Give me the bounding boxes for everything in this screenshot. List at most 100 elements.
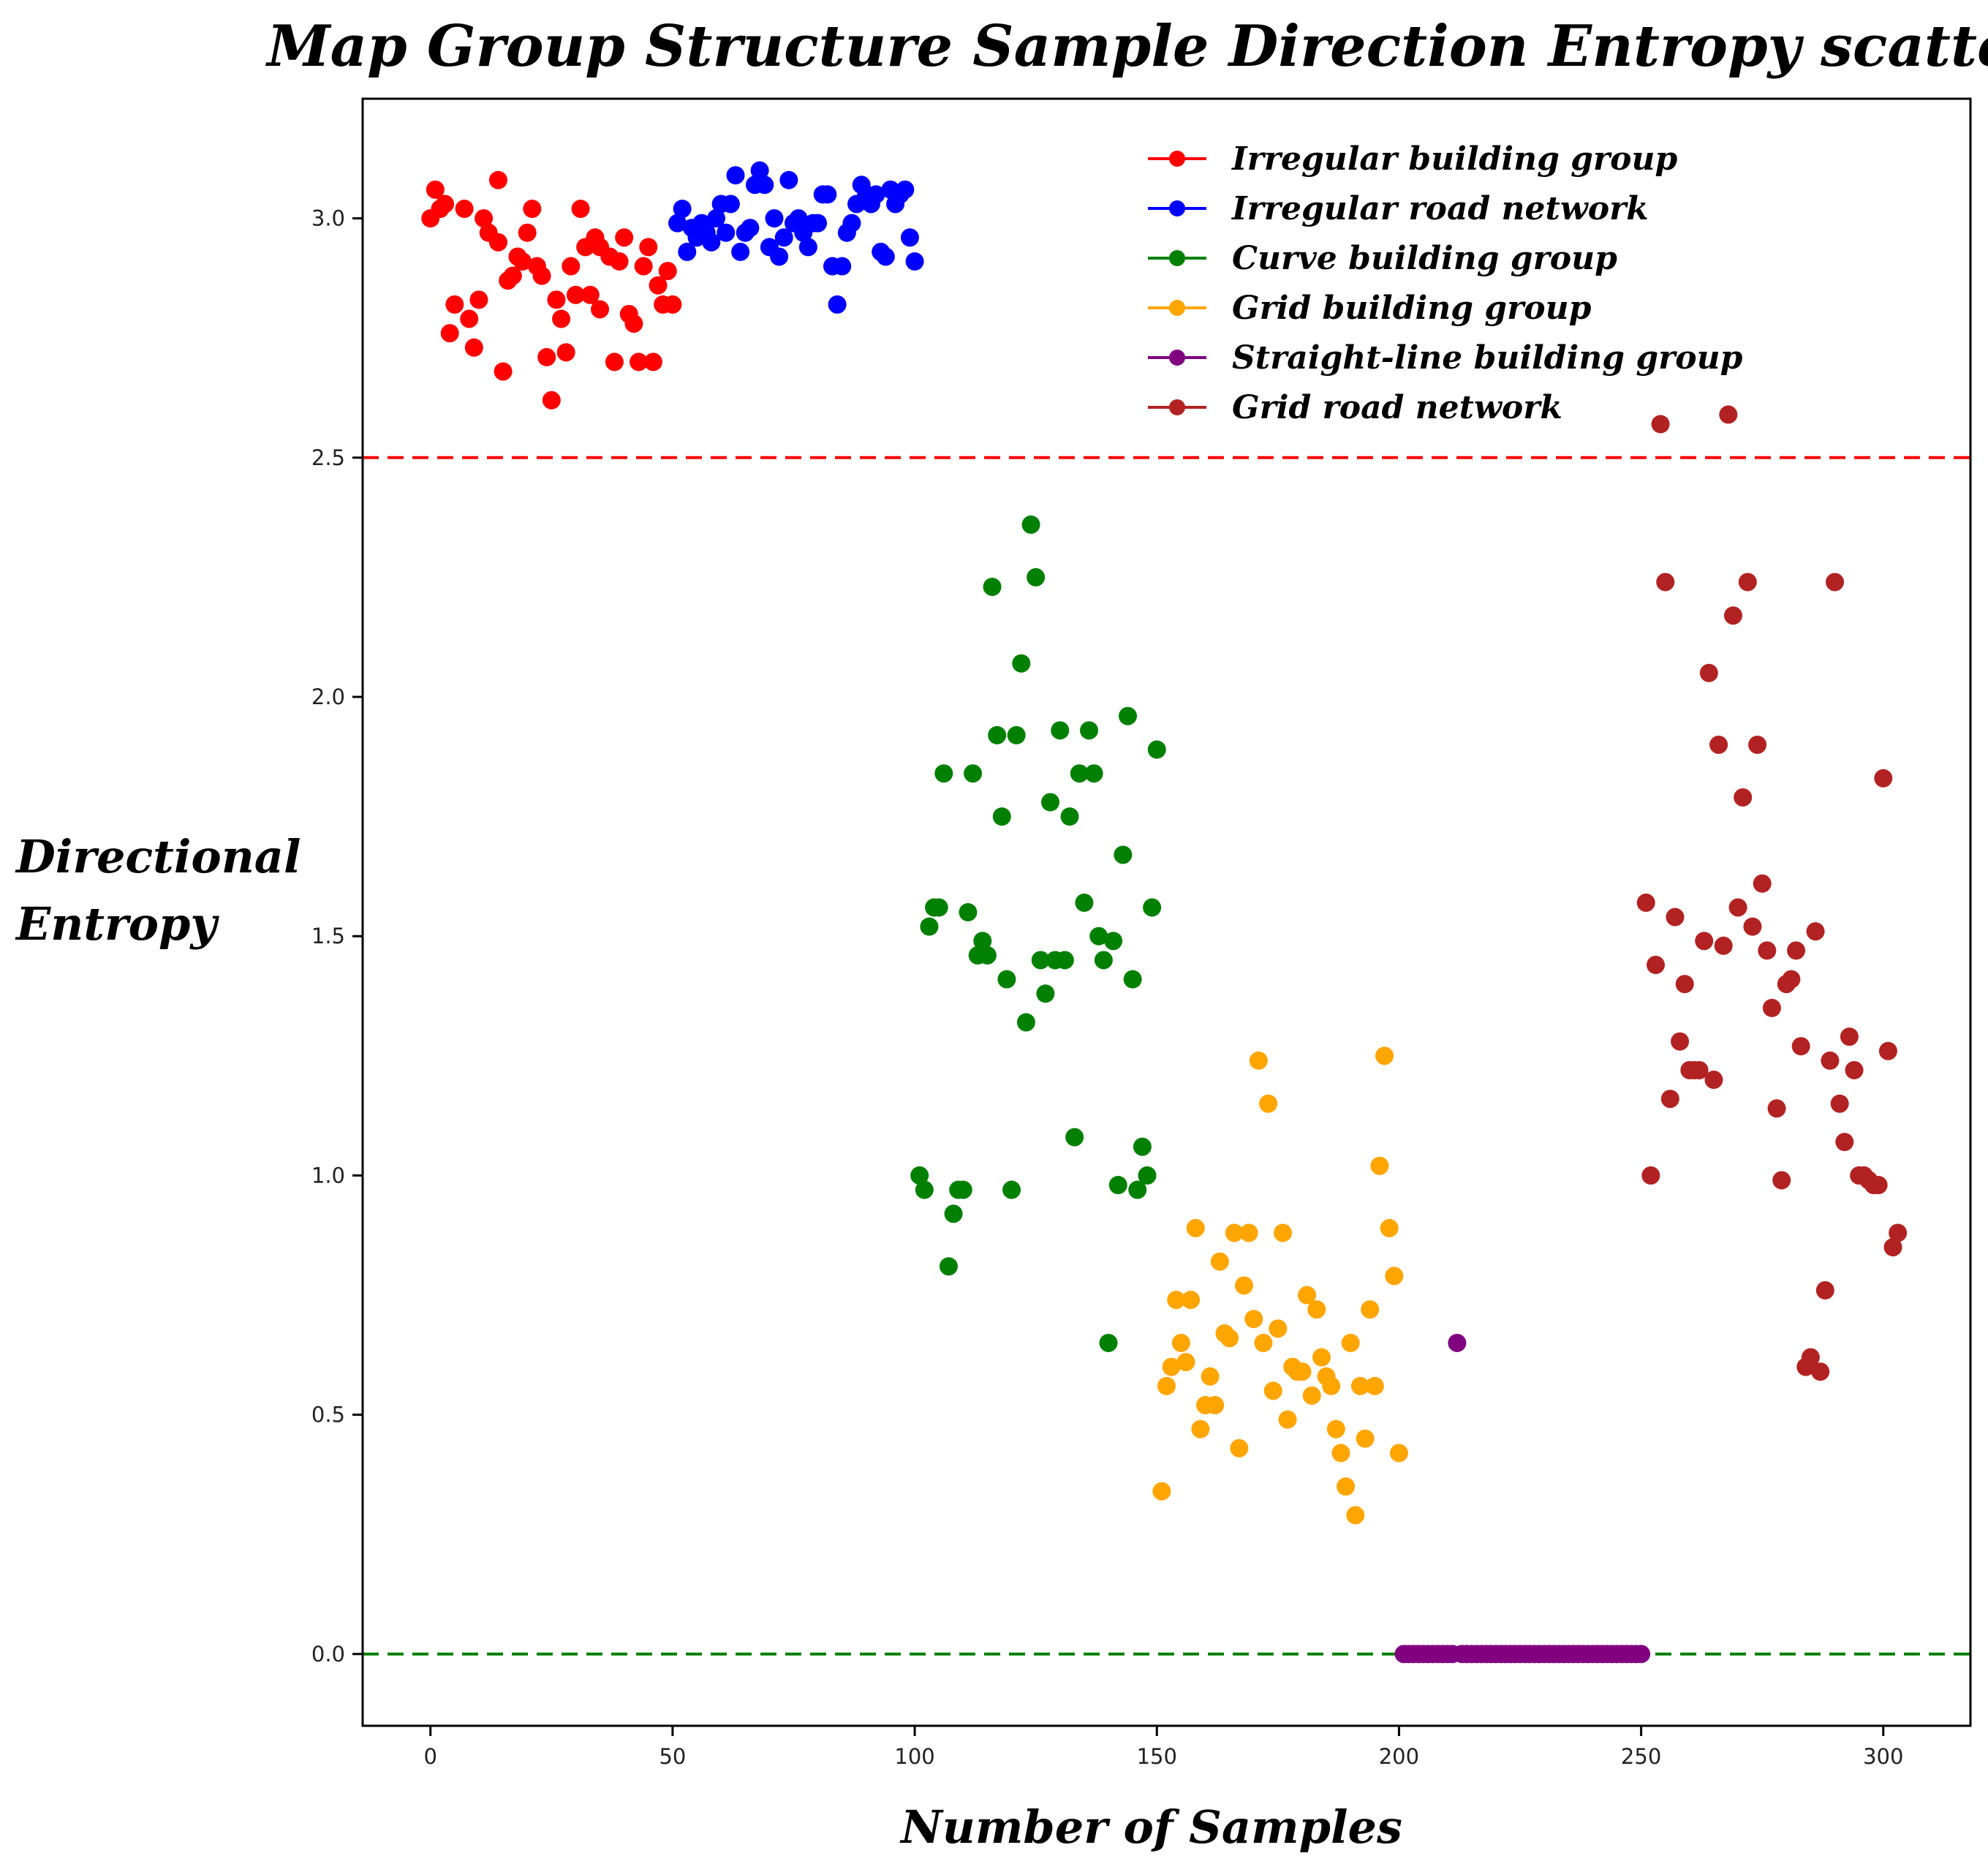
x-tick-label-0: 0 bbox=[424, 1744, 437, 1769]
data-point-s0-44 bbox=[639, 238, 658, 257]
data-point-s2-39 bbox=[1099, 1333, 1118, 1352]
data-point-s2-48 bbox=[1143, 898, 1162, 917]
data-point-s3-7 bbox=[1186, 1218, 1205, 1237]
data-point-s1-22 bbox=[774, 228, 793, 247]
data-point-s5-19 bbox=[1728, 898, 1747, 917]
data-point-s3-15 bbox=[1225, 1223, 1244, 1242]
data-point-s3-43 bbox=[1361, 1300, 1380, 1319]
data-point-s5-31 bbox=[1787, 941, 1806, 960]
data-point-s2-38 bbox=[1094, 951, 1113, 970]
data-point-s0-38 bbox=[610, 252, 629, 271]
data-point-s2-16 bbox=[988, 725, 1007, 744]
legend-label-5: Grid road network bbox=[1232, 389, 1562, 426]
data-point-s1-31 bbox=[818, 185, 837, 204]
y-tick-label-6: 3.0 bbox=[311, 206, 345, 231]
data-point-s3-30 bbox=[1298, 1286, 1317, 1305]
data-point-s0-49 bbox=[663, 295, 682, 314]
data-point-s5-20 bbox=[1734, 788, 1753, 807]
data-point-s0-22 bbox=[532, 266, 551, 285]
data-point-s5-22 bbox=[1743, 917, 1762, 936]
data-point-s3-38 bbox=[1337, 1477, 1356, 1496]
data-point-s1-27 bbox=[798, 238, 817, 257]
data-point-s5-3 bbox=[1651, 415, 1670, 434]
data-point-s5-48 bbox=[1869, 1176, 1888, 1195]
data-point-s2-26 bbox=[1036, 984, 1055, 1003]
data-point-s3-45 bbox=[1370, 1156, 1389, 1175]
data-point-s2-5 bbox=[934, 764, 953, 783]
data-point-s1-36 bbox=[842, 214, 861, 233]
data-point-s3-42 bbox=[1356, 1429, 1375, 1448]
y-tick-label-0: 0.0 bbox=[311, 1642, 345, 1667]
data-point-s2-45 bbox=[1128, 1180, 1147, 1199]
data-point-s0-26 bbox=[552, 309, 571, 328]
y-axis-label-line-1: Directional bbox=[15, 830, 301, 883]
data-point-s0-43 bbox=[634, 257, 653, 276]
data-point-s1-41 bbox=[866, 185, 885, 204]
data-point-s3-14 bbox=[1220, 1329, 1239, 1348]
data-point-s2-34 bbox=[1075, 893, 1094, 912]
data-point-s3-46 bbox=[1375, 1046, 1394, 1065]
data-point-s2-9 bbox=[953, 1180, 972, 1199]
data-point-s2-35 bbox=[1080, 721, 1099, 740]
data-point-s5-23 bbox=[1748, 735, 1767, 754]
data-point-s1-12 bbox=[726, 166, 745, 185]
data-point-s0-24 bbox=[542, 390, 561, 410]
legend-marker-1 bbox=[1169, 200, 1185, 216]
data-point-s2-30 bbox=[1055, 951, 1074, 970]
data-point-s0-23 bbox=[537, 347, 556, 366]
data-point-s2-33 bbox=[1070, 764, 1089, 783]
data-point-s3-47 bbox=[1380, 1218, 1399, 1237]
data-point-s2-42 bbox=[1114, 845, 1133, 864]
x-axis-label: Number of Samples bbox=[899, 1800, 1402, 1854]
data-point-s1-10 bbox=[717, 223, 736, 242]
data-point-s5-50 bbox=[1878, 1041, 1897, 1060]
data-point-s0-30 bbox=[571, 200, 590, 219]
x-tick-label-5: 250 bbox=[1621, 1744, 1661, 1769]
data-point-s2-47 bbox=[1138, 1166, 1157, 1185]
y-tick-label-2: 1.0 bbox=[311, 1163, 345, 1188]
data-point-s3-18 bbox=[1239, 1223, 1258, 1242]
data-point-s5-12 bbox=[1695, 932, 1714, 951]
data-point-s2-36 bbox=[1084, 764, 1103, 783]
data-point-s2-0 bbox=[910, 1166, 929, 1185]
data-point-s5-38 bbox=[1821, 1051, 1840, 1070]
data-point-s3-31 bbox=[1302, 1386, 1321, 1405]
data-point-s3-17 bbox=[1234, 1276, 1253, 1295]
data-point-s0-16 bbox=[503, 266, 522, 285]
data-point-s3-29 bbox=[1293, 1362, 1312, 1381]
data-point-s5-49 bbox=[1874, 769, 1893, 788]
data-point-s0-42 bbox=[630, 352, 649, 371]
data-point-s2-20 bbox=[1007, 725, 1026, 744]
data-point-s2-19 bbox=[1002, 1180, 1021, 1199]
data-point-s0-37 bbox=[605, 352, 624, 371]
data-point-s5-4 bbox=[1656, 573, 1675, 592]
legend-label-2: Curve building group bbox=[1232, 240, 1617, 277]
data-point-s5-2 bbox=[1646, 955, 1665, 974]
data-point-s2-31 bbox=[1060, 807, 1079, 826]
data-point-s2-11 bbox=[964, 764, 983, 783]
data-point-s2-41 bbox=[1108, 1176, 1127, 1195]
data-point-s5-24 bbox=[1753, 874, 1772, 893]
data-point-s3-16 bbox=[1230, 1438, 1249, 1457]
data-point-s1-15 bbox=[741, 219, 760, 238]
data-point-s3-4 bbox=[1171, 1333, 1190, 1352]
data-point-s3-23 bbox=[1263, 1381, 1282, 1400]
data-point-s2-46 bbox=[1133, 1137, 1152, 1156]
data-point-s3-37 bbox=[1331, 1444, 1350, 1463]
data-point-s0-3 bbox=[436, 195, 455, 214]
data-point-s1-20 bbox=[765, 209, 784, 228]
data-point-s3-8 bbox=[1191, 1419, 1210, 1438]
data-point-s5-7 bbox=[1671, 1032, 1690, 1051]
data-point-s0-41 bbox=[624, 314, 643, 333]
data-point-s3-25 bbox=[1273, 1223, 1292, 1242]
data-point-s5-5 bbox=[1660, 1090, 1679, 1109]
data-point-s2-37 bbox=[1089, 927, 1108, 946]
data-point-s3-0 bbox=[1152, 1482, 1171, 1501]
data-point-s5-26 bbox=[1762, 998, 1781, 1017]
chart-title: Map Group Structure Sample Direction Ent… bbox=[265, 13, 1988, 80]
data-point-s4-49 bbox=[1632, 1645, 1651, 1664]
legend-marker-3 bbox=[1169, 300, 1185, 316]
data-point-s0-13 bbox=[488, 170, 507, 189]
data-point-s0-27 bbox=[556, 343, 575, 362]
data-point-s5-52 bbox=[1889, 1223, 1908, 1242]
